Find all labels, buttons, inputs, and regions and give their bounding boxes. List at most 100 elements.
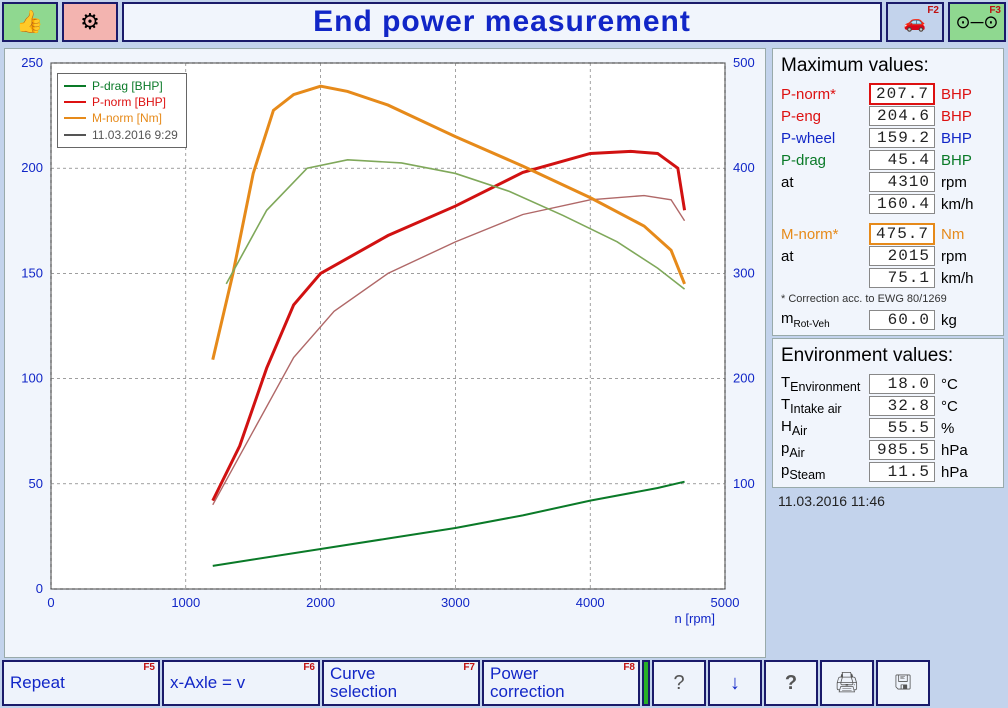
value-row: at 4310 rpm <box>781 171 995 193</box>
value-row: M-norm* 475.7 Nm <box>781 223 995 245</box>
svg-text:3000: 3000 <box>441 595 470 610</box>
legend-label: P-drag [BHP] <box>92 78 163 94</box>
env-value: 11.5 <box>869 462 935 482</box>
fkey-label: F3 <box>989 5 1001 16</box>
value-unit: km/h <box>935 196 979 213</box>
value-unit: rpm <box>935 174 979 191</box>
env-value: 32.8 <box>869 396 935 416</box>
max-values-title: Maximum values: <box>781 55 995 77</box>
help-bold-icon: ? <box>785 673 797 694</box>
svg-text:250: 250 <box>21 55 43 70</box>
value-label: P-drag <box>781 152 869 169</box>
mass-row: mRot-Veh 60.0 kg <box>781 309 995 331</box>
legend-item: P-norm [BHP] <box>64 94 178 110</box>
value-row: P-wheel 159.2 BHP <box>781 127 995 149</box>
svg-text:200: 200 <box>21 160 43 175</box>
fn-button[interactable]: F5 Repeat <box>2 660 160 706</box>
env-values-box: Environment values: TEnvironment 18.0 °C… <box>772 338 1004 488</box>
value-row: P-eng 204.6 BHP <box>781 105 995 127</box>
value-row: P-norm* 207.7 BHP <box>781 83 995 105</box>
legend-swatch <box>64 117 86 119</box>
value-label: P-wheel <box>781 130 869 147</box>
svg-text:50: 50 <box>29 476 43 491</box>
mass-unit: kg <box>935 312 979 329</box>
value-number: 207.7 <box>869 83 935 105</box>
fkey-label: F7 <box>463 663 475 674</box>
thumbs-up-icon: 👍 <box>16 9 43 35</box>
fn-button[interactable]: F7 Curve selection <box>322 660 480 706</box>
engine-button[interactable]: ⚙ <box>62 2 118 42</box>
svg-text:100: 100 <box>21 371 43 386</box>
value-label: M-norm* <box>781 226 869 243</box>
fn-button-label: Curve selection <box>330 665 397 701</box>
value-unit: BHP <box>935 130 979 147</box>
fkey-label: F2 <box>927 5 939 16</box>
env-row: TIntake air 32.8 °C <box>781 395 995 417</box>
value-row: P-drag 45.4 BHP <box>781 149 995 171</box>
env-row: pSteam 11.5 hPa <box>781 461 995 483</box>
env-unit: % <box>935 420 979 437</box>
env-row: HAir 55.5 % <box>781 417 995 439</box>
svg-text:200: 200 <box>733 371 755 386</box>
print-button[interactable]: 🖨 <box>820 660 874 706</box>
value-label: P-norm* <box>781 86 869 103</box>
legend-timestamp: 11.03.2016 9:29 <box>64 127 178 143</box>
value-number: 75.1 <box>869 268 935 288</box>
engine-icon: ⚙ <box>80 9 100 35</box>
value-number: 45.4 <box>869 150 935 170</box>
value-number: 4310 <box>869 172 935 192</box>
svg-text:100: 100 <box>733 476 755 491</box>
bottom-bar: F5 Repeat F6 x-Axle = v F7 Curve selecti… <box>0 658 1008 708</box>
side-panel: Maximum values: P-norm* 207.7 BHP P-eng … <box>772 48 1004 658</box>
legend-swatch <box>64 85 86 87</box>
help-button[interactable]: ? <box>652 660 706 706</box>
value-unit: km/h <box>935 270 979 287</box>
svg-text:0: 0 <box>47 595 54 610</box>
svg-text:5000: 5000 <box>711 595 740 610</box>
arrow-down-icon: ↓ <box>730 673 740 694</box>
printer-icon: 🖨 <box>834 673 859 694</box>
env-value: 18.0 <box>869 374 935 394</box>
value-label: at <box>781 248 869 265</box>
vehicle-button[interactable]: F2 🚗 <box>886 2 944 42</box>
svg-text:150: 150 <box>21 265 43 280</box>
svg-text:4000: 4000 <box>576 595 605 610</box>
fn-button[interactable]: F8 Power correction <box>482 660 640 706</box>
svg-text:2000: 2000 <box>306 595 335 610</box>
ok-button[interactable]: 👍 <box>2 2 58 42</box>
fn-button-label: x-Axle = v <box>170 674 245 692</box>
svg-text:500: 500 <box>733 55 755 70</box>
env-values-title: Environment values: <box>781 345 995 367</box>
legend-ts-label: 11.03.2016 9:29 <box>92 127 178 143</box>
env-label: TIntake air <box>781 396 869 416</box>
value-unit: Nm <box>935 226 979 243</box>
env-row: pAir 985.5 hPa <box>781 439 995 461</box>
value-number: 2015 <box>869 246 935 266</box>
mass-label: mRot-Veh <box>781 310 869 330</box>
legend-item: P-drag [BHP] <box>64 78 178 94</box>
value-unit: rpm <box>935 248 979 265</box>
env-row: TEnvironment 18.0 °C <box>781 373 995 395</box>
svg-text:n [rpm]: n [rpm] <box>675 611 715 626</box>
env-unit: °C <box>935 376 979 393</box>
legend-label: P-norm [BHP] <box>92 94 166 110</box>
timestamp: 11.03.2016 11:46 <box>772 490 1004 512</box>
separator <box>642 660 650 706</box>
down-button[interactable]: ↓ <box>708 660 762 706</box>
env-value: 985.5 <box>869 440 935 460</box>
fn-button[interactable]: F6 x-Axle = v <box>162 660 320 706</box>
value-number: 159.2 <box>869 128 935 148</box>
title-bar: 👍 ⚙ End power measurement F2 🚗 F3 ⊙─⊙ <box>0 0 1008 44</box>
save-button[interactable]: 🖫 <box>876 660 930 706</box>
legend-swatch <box>64 101 86 103</box>
help2-button[interactable]: ? <box>764 660 818 706</box>
legend-item: M-norm [Nm] <box>64 110 178 126</box>
value-row: 75.1 km/h <box>781 267 995 289</box>
value-label: at <box>781 174 869 191</box>
fkey-label: F6 <box>303 663 315 674</box>
axle-button[interactable]: F3 ⊙─⊙ <box>948 2 1006 42</box>
value-number: 475.7 <box>869 223 935 245</box>
svg-text:400: 400 <box>733 160 755 175</box>
svg-text:0: 0 <box>36 581 43 596</box>
svg-text:300: 300 <box>733 265 755 280</box>
